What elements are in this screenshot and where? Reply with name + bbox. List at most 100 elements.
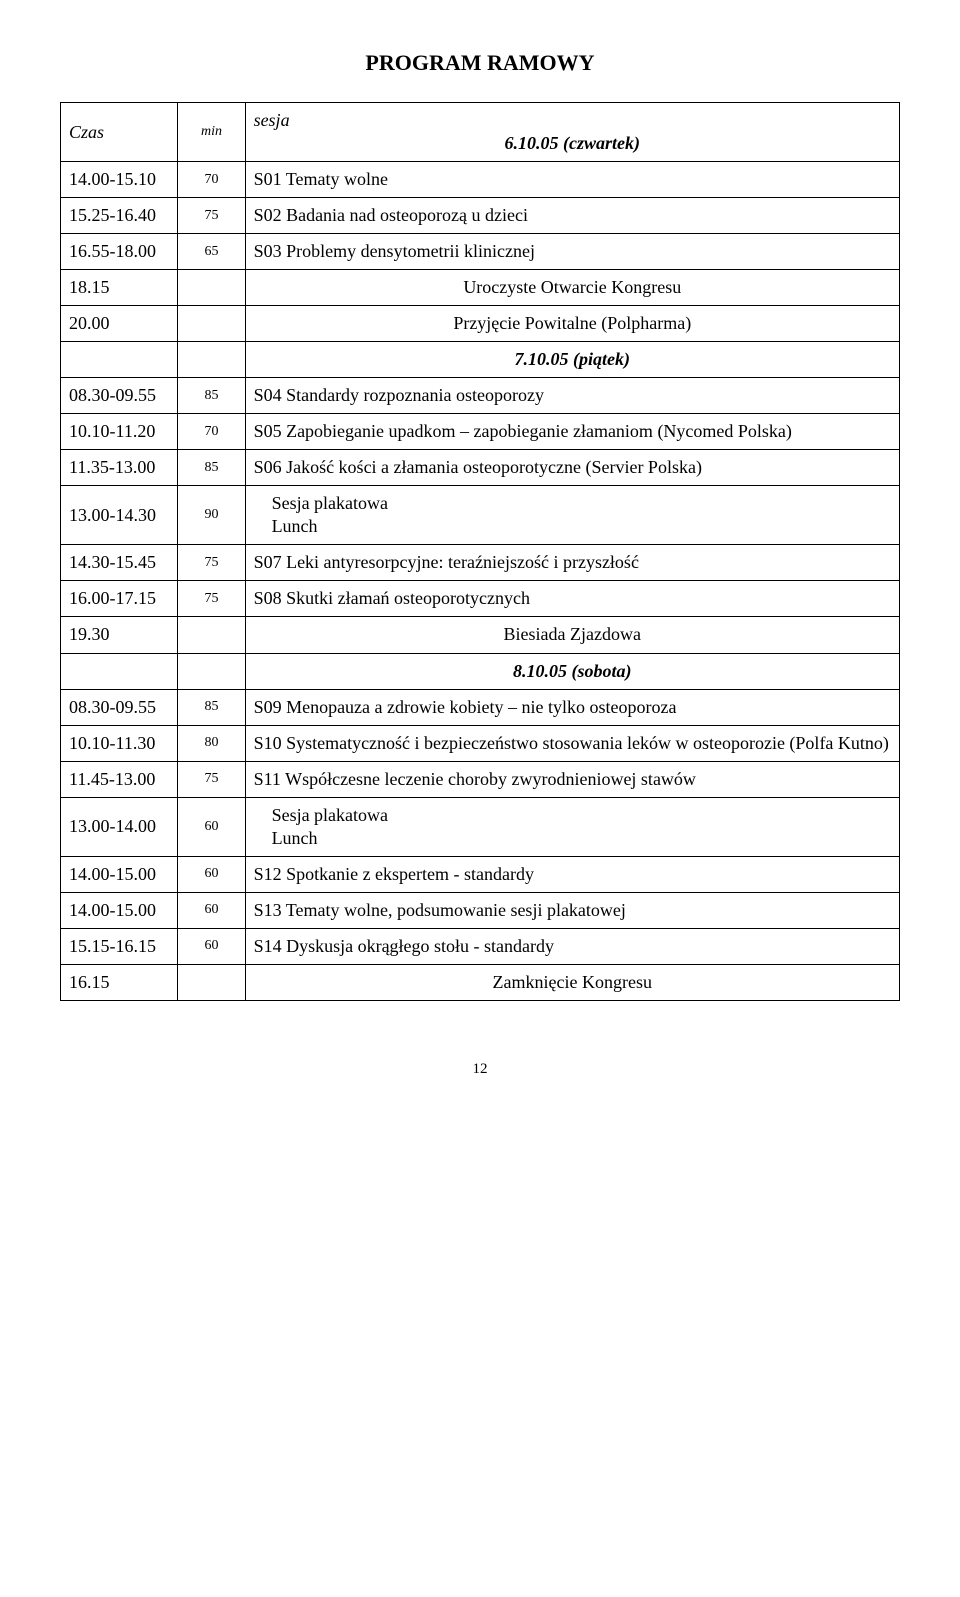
- table-row: 14.00-15.00 60 S13 Tematy wolne, podsumo…: [61, 892, 900, 928]
- desc-cell: Uroczyste Otwarcie Kongresu: [245, 270, 899, 306]
- table-row: 08.30-09.55 85 S09 Menopauza a zdrowie k…: [61, 689, 900, 725]
- min-cell: [178, 617, 245, 653]
- lunch-label: Lunch: [254, 827, 891, 850]
- desc-cell: S06 Jakość kości a złamania osteoporotyc…: [245, 450, 899, 486]
- desc-cell: S04 Standardy rozpoznania osteoporozy: [245, 378, 899, 414]
- desc-cell: S10 Systematyczność i bezpieczeństwo sto…: [245, 725, 899, 761]
- time-cell: [61, 342, 178, 378]
- min-cell: 65: [178, 234, 245, 270]
- table-row: 10.10-11.30 80 S10 Systematyczność i bez…: [61, 725, 900, 761]
- time-cell: [61, 653, 178, 689]
- time-cell: 13.00-14.00: [61, 797, 178, 856]
- min-cell: 60: [178, 797, 245, 856]
- min-cell: [178, 270, 245, 306]
- min-cell: 75: [178, 198, 245, 234]
- day-2-heading: 7.10.05 (piątek): [245, 342, 899, 378]
- time-cell: 18.15: [61, 270, 178, 306]
- min-cell: [178, 964, 245, 1000]
- table-row: 14.00-15.10 70 S01 Tematy wolne: [61, 162, 900, 198]
- min-cell: 80: [178, 725, 245, 761]
- schedule-table: Czas min sesja 6.10.05 (czwartek) 14.00-…: [60, 102, 900, 1001]
- page-number: 12: [60, 1061, 900, 1078]
- table-row: 14.00-15.00 60 S12 Spotkanie z ekspertem…: [61, 856, 900, 892]
- desc-cell: S11 Współczesne leczenie choroby zwyrodn…: [245, 761, 899, 797]
- min-cell: 60: [178, 892, 245, 928]
- time-cell: 08.30-09.55: [61, 378, 178, 414]
- min-cell: 60: [178, 928, 245, 964]
- time-cell: 15.15-16.15: [61, 928, 178, 964]
- min-cell: 85: [178, 450, 245, 486]
- poster-session-label: Sesja plakatowa: [254, 804, 891, 827]
- min-cell: 75: [178, 761, 245, 797]
- table-row: 16.15 Zamknięcie Kongresu: [61, 964, 900, 1000]
- page-title: PROGRAM RAMOWY: [60, 50, 900, 76]
- table-row: 13.00-14.30 90 Sesja plakatowa Lunch: [61, 486, 900, 545]
- desc-cell: S07 Leki antyresorpcyjne: teraźniejszość…: [245, 545, 899, 581]
- day-1-heading: 6.10.05 (czwartek): [254, 132, 891, 155]
- col-header-min: min: [178, 103, 245, 162]
- table-row: 13.00-14.00 60 Sesja plakatowa Lunch: [61, 797, 900, 856]
- table-row: 16.00-17.15 75 S08 Skutki złamań osteopo…: [61, 581, 900, 617]
- min-cell: [178, 342, 245, 378]
- min-cell: 60: [178, 856, 245, 892]
- min-cell: 75: [178, 581, 245, 617]
- min-cell: [178, 653, 245, 689]
- desc-cell: Sesja plakatowa Lunch: [245, 797, 899, 856]
- min-cell: 85: [178, 378, 245, 414]
- time-cell: 16.00-17.15: [61, 581, 178, 617]
- table-row: 15.15-16.15 60 S14 Dyskusja okrągłego st…: [61, 928, 900, 964]
- desc-cell: S12 Spotkanie z ekspertem - standardy: [245, 856, 899, 892]
- min-cell: 70: [178, 162, 245, 198]
- desc-cell: Biesiada Zjazdowa: [245, 617, 899, 653]
- desc-cell: S14 Dyskusja okrągłego stołu - standardy: [245, 928, 899, 964]
- min-cell: 90: [178, 486, 245, 545]
- desc-cell: S01 Tematy wolne: [245, 162, 899, 198]
- min-cell: 75: [178, 545, 245, 581]
- time-cell: 10.10-11.20: [61, 414, 178, 450]
- col-header-czas: Czas: [61, 103, 178, 162]
- desc-cell: S08 Skutki złamań osteoporotycznych: [245, 581, 899, 617]
- desc-cell: S02 Badania nad osteoporozą u dzieci: [245, 198, 899, 234]
- table-row: 08.30-09.55 85 S04 Standardy rozpoznania…: [61, 378, 900, 414]
- time-cell: 14.00-15.00: [61, 856, 178, 892]
- time-cell: 16.55-18.00: [61, 234, 178, 270]
- table-row: 14.30-15.45 75 S07 Leki antyresorpcyjne:…: [61, 545, 900, 581]
- time-cell: 14.00-15.10: [61, 162, 178, 198]
- min-cell: 85: [178, 689, 245, 725]
- time-cell: 14.30-15.45: [61, 545, 178, 581]
- table-row: 11.35-13.00 85 S06 Jakość kości a złaman…: [61, 450, 900, 486]
- table-row: 11.45-13.00 75 S11 Współczesne leczenie …: [61, 761, 900, 797]
- day-3-row: 8.10.05 (sobota): [61, 653, 900, 689]
- table-row: 16.55-18.00 65 S03 Problemy densytometri…: [61, 234, 900, 270]
- table-row: 18.15 Uroczyste Otwarcie Kongresu: [61, 270, 900, 306]
- time-cell: 19.30: [61, 617, 178, 653]
- time-cell: 14.00-15.00: [61, 892, 178, 928]
- table-row: 10.10-11.20 70 S05 Zapobieganie upadkom …: [61, 414, 900, 450]
- time-cell: 11.35-13.00: [61, 450, 178, 486]
- table-header-row: Czas min sesja 6.10.05 (czwartek): [61, 103, 900, 162]
- poster-session-label: Sesja plakatowa: [254, 492, 891, 515]
- sesja-label: sesja: [254, 109, 891, 132]
- time-cell: 10.10-11.30: [61, 725, 178, 761]
- desc-cell: S13 Tematy wolne, podsumowanie sesji pla…: [245, 892, 899, 928]
- time-cell: 13.00-14.30: [61, 486, 178, 545]
- min-cell: [178, 306, 245, 342]
- lunch-label: Lunch: [254, 515, 891, 538]
- col-header-sesja: sesja 6.10.05 (czwartek): [245, 103, 899, 162]
- time-cell: 08.30-09.55: [61, 689, 178, 725]
- desc-cell: S09 Menopauza a zdrowie kobiety – nie ty…: [245, 689, 899, 725]
- table-row: 19.30 Biesiada Zjazdowa: [61, 617, 900, 653]
- desc-cell: S05 Zapobieganie upadkom – zapobieganie …: [245, 414, 899, 450]
- day-2-row: 7.10.05 (piątek): [61, 342, 900, 378]
- time-cell: 15.25-16.40: [61, 198, 178, 234]
- desc-cell: S03 Problemy densytometrii klinicznej: [245, 234, 899, 270]
- desc-cell: Sesja plakatowa Lunch: [245, 486, 899, 545]
- table-row: 15.25-16.40 75 S02 Badania nad osteoporo…: [61, 198, 900, 234]
- desc-cell: Zamknięcie Kongresu: [245, 964, 899, 1000]
- time-cell: 16.15: [61, 964, 178, 1000]
- day-3-heading: 8.10.05 (sobota): [245, 653, 899, 689]
- desc-cell: Przyjęcie Powitalne (Polpharma): [245, 306, 899, 342]
- desc-text: S10 Systematyczność i bezpieczeństwo sto…: [254, 732, 891, 755]
- min-cell: 70: [178, 414, 245, 450]
- table-row: 20.00 Przyjęcie Powitalne (Polpharma): [61, 306, 900, 342]
